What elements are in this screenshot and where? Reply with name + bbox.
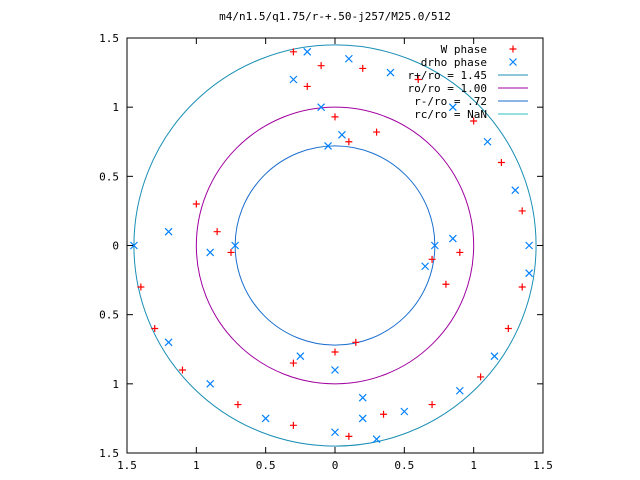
data-point xyxy=(303,47,312,56)
data-point xyxy=(400,407,409,416)
data-point xyxy=(331,348,339,356)
data-point xyxy=(430,241,439,250)
y-tick-label: 0.5 xyxy=(99,170,119,183)
data-point xyxy=(352,338,360,346)
data-point xyxy=(490,352,499,361)
x-tick-label: 1.5 xyxy=(117,459,137,472)
x-tick-label: 1 xyxy=(470,459,477,472)
data-point xyxy=(470,117,478,125)
data-point xyxy=(331,113,339,121)
x-tick-label: 0.5 xyxy=(256,459,276,472)
data-point xyxy=(448,103,457,112)
legend-label: drho phase xyxy=(421,56,487,69)
data-point xyxy=(289,421,297,429)
data-point xyxy=(373,128,381,136)
data-point xyxy=(303,82,311,90)
data-point xyxy=(192,200,200,208)
data-point xyxy=(289,48,297,56)
data-point xyxy=(477,373,485,381)
legend-label: r+/ro = 1.45 xyxy=(408,69,487,82)
data-point xyxy=(338,130,346,139)
reference-circle xyxy=(234,145,436,346)
data-point xyxy=(331,428,339,437)
data-point xyxy=(525,269,534,278)
data-point xyxy=(358,414,367,423)
data-point xyxy=(289,359,297,367)
data-point xyxy=(358,393,367,402)
data-point xyxy=(511,186,520,195)
data-point xyxy=(289,75,298,84)
data-point xyxy=(331,366,339,374)
data-point xyxy=(448,234,457,243)
legend-label: rc/ro = NaN xyxy=(414,108,487,121)
x-tick-label: 0 xyxy=(332,459,339,472)
data-point xyxy=(344,54,353,63)
data-point xyxy=(137,283,145,291)
legend-label: r-/ro = .72 xyxy=(414,95,487,108)
axes: 1.5 1 0.5 0 0.5 1 1.51.510.500.511.5 xyxy=(99,32,553,472)
data-point xyxy=(130,241,138,250)
data-point xyxy=(428,255,436,263)
data-point xyxy=(164,338,173,347)
data-point xyxy=(455,386,464,395)
data-point xyxy=(234,401,242,409)
series-group xyxy=(137,48,526,440)
data-point xyxy=(421,262,430,271)
x-tick-label: 1.5 xyxy=(533,459,553,472)
y-tick-label: 0 xyxy=(112,240,119,253)
data-point xyxy=(518,207,526,215)
data-point xyxy=(317,62,325,70)
x-tick-label: 1 xyxy=(193,459,200,472)
legend-marker xyxy=(509,45,517,53)
data-point xyxy=(206,379,215,388)
data-point xyxy=(525,241,534,250)
data-point xyxy=(151,325,159,332)
data-point xyxy=(428,401,436,409)
y-tick-label: 1.5 xyxy=(99,447,119,460)
x-tick-label: 0.5 xyxy=(394,459,414,472)
chart-title: m4/n1.5/q1.75/r-+.50-j257/M25.0/512 xyxy=(219,10,451,23)
data-point xyxy=(261,414,270,423)
data-point xyxy=(359,64,367,72)
y-tick-label: 1 xyxy=(112,101,119,114)
data-point xyxy=(345,432,353,440)
data-point xyxy=(518,283,526,291)
data-point xyxy=(442,280,450,288)
data-point xyxy=(317,103,326,112)
plot-area xyxy=(130,44,537,447)
legend-marker xyxy=(509,58,517,66)
data-point xyxy=(164,227,173,236)
data-point xyxy=(504,325,512,332)
data-point xyxy=(178,366,186,374)
data-point xyxy=(324,141,332,150)
legend-label: W phase xyxy=(441,43,487,56)
data-point xyxy=(456,248,464,256)
series-group xyxy=(130,47,534,444)
reference-circle xyxy=(195,106,475,385)
data-point xyxy=(483,137,492,146)
data-point xyxy=(497,159,505,166)
data-point xyxy=(227,248,235,256)
data-point xyxy=(296,352,305,361)
data-point xyxy=(380,410,388,418)
data-point xyxy=(345,138,353,146)
data-point xyxy=(386,68,395,77)
y-tick-label: 1.5 xyxy=(99,32,119,45)
legend-label: ro/ro = 1.00 xyxy=(408,82,487,95)
data-point xyxy=(206,248,215,257)
data-point xyxy=(231,241,240,250)
data-point xyxy=(372,435,381,444)
data-point xyxy=(414,76,422,83)
y-tick-label: 1 xyxy=(112,378,119,391)
data-point xyxy=(213,228,221,236)
y-tick-label: 0.5 xyxy=(99,309,119,322)
